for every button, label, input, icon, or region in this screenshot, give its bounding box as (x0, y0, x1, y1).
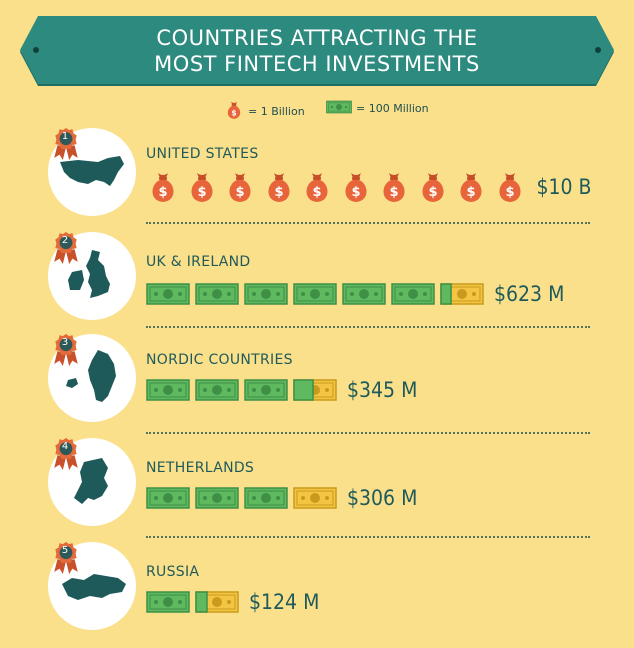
banknote-icon (146, 283, 190, 305)
row-divider (146, 432, 590, 434)
rank-badge: 5 (54, 542, 78, 578)
map-circle-russia (48, 542, 136, 630)
row-divider (146, 326, 590, 328)
banknote-icon (244, 487, 288, 509)
money-bag-icon (267, 173, 290, 202)
banknote-icon (244, 379, 288, 401)
rank-number: 5 (61, 545, 69, 556)
banknote-icon (146, 379, 190, 401)
partial-banknote-icon (293, 487, 337, 509)
country-name: NORDIC COUNTRIES (146, 352, 293, 368)
money-bag-icon (498, 173, 521, 202)
banknote-icon (342, 283, 386, 305)
title-line-2: MOST FINTECH INVESTMENTS (154, 52, 480, 76)
pictogram-row: $345 M (146, 378, 417, 402)
row-divider (146, 222, 590, 224)
uk-ireland-map-icon (68, 250, 110, 298)
money-bag-icon (421, 173, 444, 202)
pictogram-row: $306 M (146, 486, 417, 510)
banknote-icon (391, 283, 435, 305)
money-bag-icon (152, 173, 174, 202)
rank-number: 4 (61, 441, 69, 452)
money-bag-icon (383, 173, 405, 202)
country-name: NETHERLANDS (146, 460, 255, 476)
legend-bag-label: = 1 Billion (248, 105, 305, 118)
page-title: COUNTRIES ATTRACTING THE MOST FINTECH IN… (20, 25, 614, 77)
pictogram-row: $623 M (146, 282, 564, 306)
money-bag-icon (190, 173, 213, 202)
money-bag-icon (306, 173, 328, 202)
rank-number: 2 (61, 235, 69, 246)
country-name: UNITED STATES (146, 146, 259, 162)
value-label: $306 M (347, 486, 418, 510)
pictogram-row: $10 B (146, 170, 592, 204)
title-banner: COUNTRIES ATTRACTING THE MOST FINTECH IN… (20, 14, 614, 88)
legend-bag: = 1 Billion (224, 100, 305, 123)
banknote-icon (146, 591, 190, 613)
value-label: $10 B (536, 175, 592, 199)
partial-banknote-icon (440, 283, 484, 305)
legend-bill: = 100 Million (326, 100, 429, 117)
partial-banknote-icon (293, 379, 337, 401)
banknote-icon (195, 283, 239, 305)
country-name: UK & IRELAND (146, 254, 251, 270)
banner-shape (20, 16, 614, 86)
money-bag-icon (224, 100, 244, 123)
value-label: $623 M (494, 282, 565, 306)
money-bag-icon (229, 173, 251, 202)
banknote-icon (293, 283, 337, 305)
money-bag-icon (344, 173, 367, 202)
russia-map-icon (62, 574, 126, 600)
banknote-icon (146, 487, 190, 509)
banknote-icon (195, 487, 239, 509)
legend-bill-label: = 100 Million (356, 102, 429, 115)
partial-banknote-icon (195, 591, 239, 613)
rank-badge: 2 (54, 232, 78, 268)
nordic-map-icon (66, 350, 116, 402)
banknote-icon (244, 283, 288, 305)
rank-number: 1 (61, 131, 69, 142)
money-bag-icon (460, 173, 482, 202)
legend: = 1 Billion = 100 Million (0, 100, 634, 122)
value-label: $345 M (347, 378, 418, 402)
rank-number: 3 (61, 337, 69, 348)
value-label: $124 M (249, 590, 320, 614)
banknote-icon (195, 379, 239, 401)
rank-badge: 1 (54, 128, 78, 164)
pictogram-row: $124 M (146, 590, 319, 614)
banknote-icon (326, 100, 352, 117)
usa-map-icon (60, 156, 124, 186)
row-divider (146, 536, 590, 538)
rank-badge: 4 (54, 438, 78, 474)
rank-badge: 3 (54, 334, 78, 370)
title-line-1: COUNTRIES ATTRACTING THE (156, 26, 478, 50)
country-name: RUSSIA (146, 564, 200, 580)
netherlands-map-icon (74, 458, 108, 504)
